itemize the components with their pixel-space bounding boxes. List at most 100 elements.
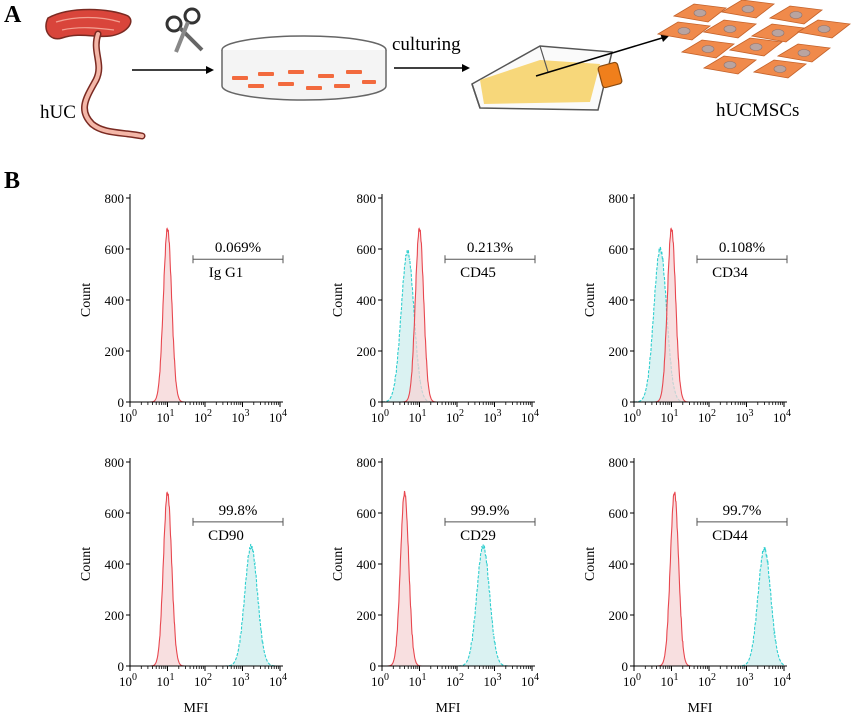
histogram-igg1: 0 200 400 600 800 100 101 102 103 104 Count 0.069% I… bbox=[79, 191, 287, 425]
hucmscs-label: hUCMSCs bbox=[716, 100, 799, 121]
marker-fill bbox=[382, 544, 532, 666]
y-tick-label: 400 bbox=[105, 557, 125, 572]
x-axis-label: MFI bbox=[688, 701, 713, 715]
y-tick-label: 600 bbox=[105, 242, 125, 257]
marker-fill bbox=[634, 246, 784, 402]
x-tick-label: 104 bbox=[269, 408, 287, 425]
msc-cell bbox=[702, 55, 758, 75]
arrow-2-head bbox=[462, 64, 470, 72]
y-tick-label: 200 bbox=[357, 608, 377, 623]
x-tick-label: 100 bbox=[371, 672, 389, 689]
x-tick-label: 101 bbox=[661, 672, 679, 689]
marker-fill bbox=[634, 547, 784, 666]
isotype-control-fill bbox=[634, 228, 784, 402]
gate-percentage: 99.8% bbox=[219, 503, 258, 519]
x-tick-label: 102 bbox=[698, 672, 716, 689]
msc-cell bbox=[752, 59, 808, 79]
x-axis-label: MFI bbox=[184, 701, 209, 715]
x-tick-label: 103 bbox=[232, 672, 250, 689]
y-tick-label: 800 bbox=[105, 455, 125, 470]
isotype-control-fill bbox=[130, 228, 280, 402]
y-tick-label: 600 bbox=[609, 506, 629, 521]
x-tick-label: 104 bbox=[521, 408, 539, 425]
y-axis-label: Count bbox=[79, 547, 94, 581]
x-tick-label: 103 bbox=[484, 408, 502, 425]
gate-percentage: 0.108% bbox=[719, 240, 765, 256]
isotype-control-curve bbox=[382, 490, 532, 667]
y-tick-label: 400 bbox=[105, 293, 125, 308]
marker-fill bbox=[382, 250, 532, 402]
y-tick-label: 0 bbox=[622, 395, 629, 410]
culturing-label: culturing bbox=[392, 34, 461, 55]
isotype-control-curve bbox=[634, 227, 784, 403]
msc-cell bbox=[720, 0, 776, 19]
y-tick-label: 200 bbox=[609, 344, 629, 359]
msc-cell bbox=[796, 19, 852, 39]
x-tick-label: 103 bbox=[736, 408, 754, 425]
panel-a-diagram: A hUC culturing bbox=[4, 0, 852, 140]
isotype-control-curve bbox=[634, 491, 784, 667]
x-tick-label: 101 bbox=[409, 672, 427, 689]
x-tick-label: 104 bbox=[269, 672, 287, 689]
isotype-control-fill bbox=[382, 228, 532, 402]
marker-fill bbox=[130, 544, 280, 666]
y-tick-label: 600 bbox=[357, 242, 377, 257]
y-tick-label: 600 bbox=[357, 506, 377, 521]
histogram-cd34: 0 200 400 600 800 100 101 102 103 104 Count 0.108% C… bbox=[583, 191, 791, 425]
msc-cell bbox=[702, 19, 758, 39]
x-tick-label: 104 bbox=[521, 672, 539, 689]
marker-curve bbox=[634, 547, 785, 667]
y-tick-label: 200 bbox=[105, 344, 125, 359]
gate-percentage: 99.7% bbox=[723, 503, 762, 519]
x-tick-label: 104 bbox=[773, 672, 791, 689]
petri-dish-icon bbox=[221, 35, 387, 101]
x-axis-label: MFI bbox=[436, 701, 461, 715]
histogram-cd45: 0 200 400 600 800 100 101 102 103 104 Count 0.213% C… bbox=[331, 191, 539, 425]
isotype-control-fill bbox=[130, 492, 280, 666]
x-tick-label: 102 bbox=[194, 672, 212, 689]
marker-label: CD45 bbox=[460, 265, 496, 281]
x-tick-label: 101 bbox=[157, 408, 175, 425]
y-tick-label: 200 bbox=[105, 608, 125, 623]
huc-label: hUC bbox=[40, 102, 76, 123]
histogram-cd29: 0 200 400 600 800 100 101 102 103 104 Count 99.9% CD… bbox=[331, 455, 539, 715]
y-tick-label: 600 bbox=[105, 506, 125, 521]
y-tick-label: 800 bbox=[357, 191, 377, 206]
marker-label: CD90 bbox=[208, 528, 244, 544]
y-tick-label: 400 bbox=[609, 557, 629, 572]
marker-label: Ig G1 bbox=[209, 265, 244, 281]
msc-cell bbox=[776, 43, 832, 63]
histogram-cd44: 0 200 400 600 800 100 101 102 103 104 Count 99.7% CD… bbox=[583, 455, 791, 715]
y-tick-label: 0 bbox=[370, 659, 377, 674]
isotype-control-curve bbox=[382, 227, 532, 403]
x-tick-label: 100 bbox=[623, 408, 641, 425]
y-axis-label: Count bbox=[331, 547, 346, 581]
msc-cell bbox=[656, 21, 712, 41]
x-tick-label: 102 bbox=[194, 408, 212, 425]
y-tick-label: 0 bbox=[118, 395, 125, 410]
y-tick-label: 800 bbox=[609, 455, 629, 470]
x-tick-label: 100 bbox=[371, 408, 389, 425]
y-tick-label: 800 bbox=[609, 191, 629, 206]
y-axis-label: Count bbox=[79, 283, 94, 317]
culture-flask-icon bbox=[471, 45, 623, 111]
y-tick-label: 0 bbox=[118, 659, 125, 674]
arrow-1-head bbox=[206, 66, 214, 74]
y-tick-label: 800 bbox=[105, 191, 125, 206]
isotype-control-curve bbox=[130, 491, 280, 667]
msc-cell bbox=[672, 3, 728, 23]
x-tick-label: 100 bbox=[119, 408, 137, 425]
y-tick-label: 400 bbox=[609, 293, 629, 308]
x-tick-label: 102 bbox=[446, 408, 464, 425]
x-tick-label: 103 bbox=[736, 672, 754, 689]
panel-b-letter: B bbox=[4, 168, 21, 194]
y-tick-label: 400 bbox=[357, 557, 377, 572]
x-tick-label: 102 bbox=[698, 408, 716, 425]
marker-label: CD44 bbox=[712, 528, 748, 544]
x-tick-label: 104 bbox=[773, 408, 791, 425]
marker-curve bbox=[130, 543, 280, 667]
x-tick-label: 103 bbox=[232, 408, 250, 425]
x-tick-label: 103 bbox=[484, 672, 502, 689]
y-tick-label: 200 bbox=[357, 344, 377, 359]
panel-a-letter: A bbox=[4, 2, 22, 28]
